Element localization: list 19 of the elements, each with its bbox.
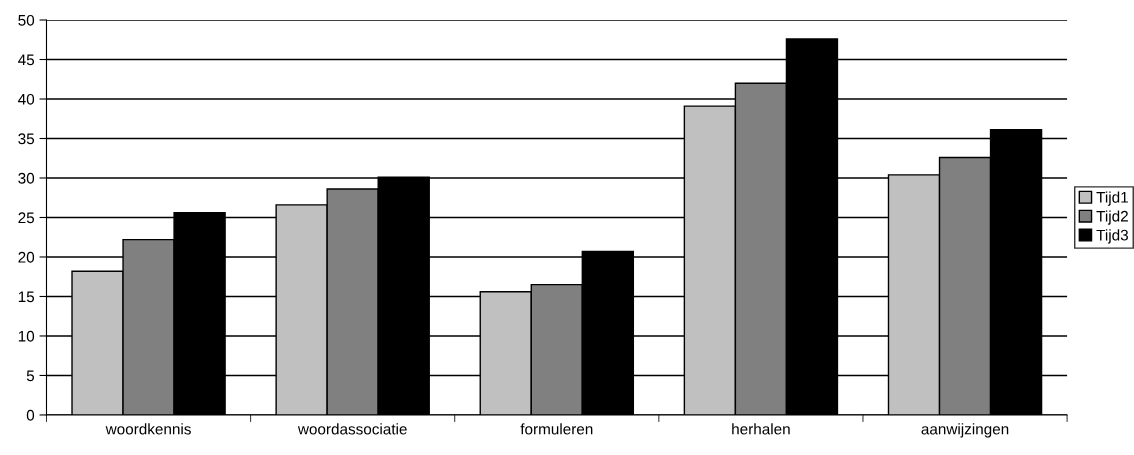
y-tick-label: 25 <box>18 212 35 224</box>
y-tick-label: 0 <box>26 409 35 421</box>
x-tick-label: woordassociatie <box>297 423 407 435</box>
x-tick-label: aanwijzingen <box>921 423 1009 438</box>
x-tick-label: formuleren <box>520 423 593 435</box>
y-tick-label: 50 <box>18 14 35 26</box>
legend-label: Tijd1 <box>1096 191 1128 206</box>
y-tick-label: 40 <box>18 93 35 105</box>
y-tick-label: 5 <box>26 370 35 382</box>
y-tick-label: 35 <box>18 133 35 145</box>
y-tick-label: 10 <box>18 330 35 342</box>
x-tick-label: woordkennis <box>105 423 191 435</box>
legend-label: Tijd3 <box>1096 229 1128 244</box>
legend-label: Tijd2 <box>1096 210 1128 225</box>
x-tick-label: herhalen <box>732 423 790 435</box>
y-tick-label: 30 <box>18 172 35 184</box>
y-tick-label: 20 <box>18 251 35 263</box>
y-tick-label: 45 <box>18 54 35 66</box>
y-tick-label: 15 <box>18 291 35 303</box>
